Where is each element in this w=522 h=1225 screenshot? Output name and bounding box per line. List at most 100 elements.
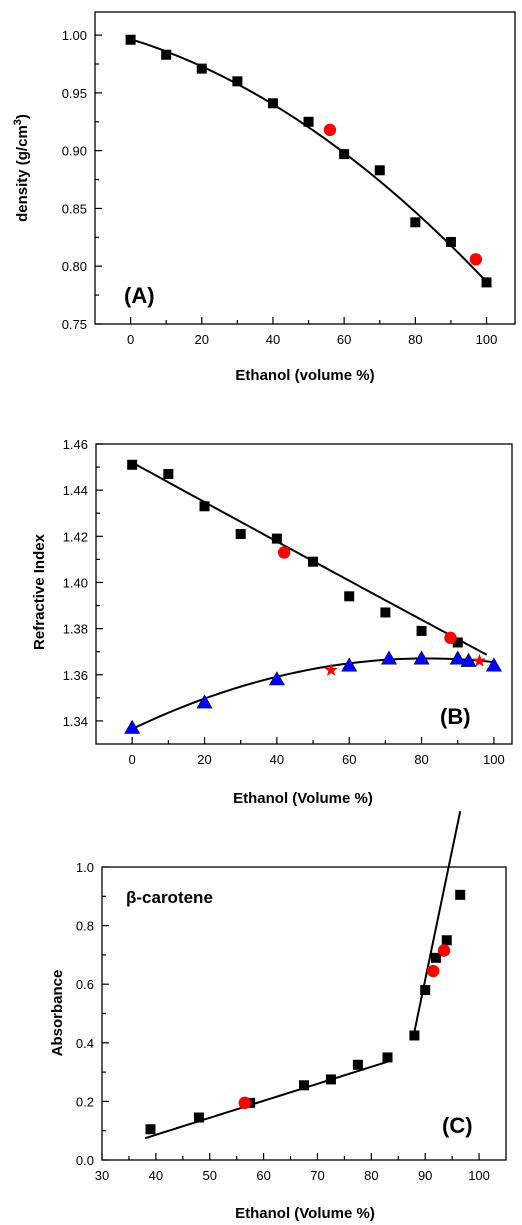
data-point-triangle-b [413,650,430,665]
x-tick-label-b: 100 [483,752,505,767]
series-layer-c [144,811,466,1140]
data-point-square-c [193,1112,204,1123]
panel-label-a: (A) [124,283,155,308]
annotation-beta-carotene: β-carotene [126,888,213,907]
y-axis-label-a-close: ) [14,114,31,119]
data-point-square-b [416,625,427,636]
x-tick-label-c: 80 [364,1168,378,1183]
x-tick-label-c: 60 [256,1168,270,1183]
y-axis-label-a-sup: 3 [12,119,24,125]
data-point-square-a [232,76,243,87]
x-tick-label-c: 90 [418,1168,432,1183]
y-tick-label-a: 0.85 [62,201,87,216]
data-point-triangle-b [341,657,358,672]
y-tick-label-c: 0.8 [76,919,94,934]
y-tick-label-c: 1.0 [76,860,94,875]
data-point-triangle-b [485,657,502,672]
y-tick-label-a: 0.95 [62,86,87,101]
data-point-square-c [352,1059,363,1070]
x-tick-label-a: 40 [266,332,280,347]
tick-layer-b: 0 20 40 60 80 100 1.34 1.36 1.38 1.40 1.42 1.44 1.46 [63,437,505,767]
data-point-square-a [125,34,136,45]
data-point-square-c [430,952,441,963]
y-tick-label-a: 1.00 [62,28,87,43]
x-tick-label-b: 80 [414,752,428,767]
x-tick-label-b: 20 [197,752,211,767]
data-point-circle-c [427,964,440,978]
x-axis-label-c: Ethanol (Volume %) [235,1205,375,1222]
data-point-square-a [481,277,492,288]
y-tick-label-c: 0.0 [76,1153,94,1168]
data-point-circle-c [437,944,451,957]
data-point-triangle-b [380,650,398,665]
y-tick-label-b: 1.36 [63,668,88,683]
y-tick-label-b: 1.34 [63,714,88,729]
x-tick-label-b: 0 [129,752,136,767]
data-point-triangle-b [460,652,477,667]
chart-panel-c: 30 40 50 60 70 80 90 100 0.0 0.2 0.4 0.6 0.8 1.0 β-ca… [49,811,507,1222]
y-tick-label-a: 0.90 [62,144,87,159]
data-point-square-b [452,637,463,648]
y-tick-label-b: 1.38 [63,622,88,637]
data-point-triangle-b [124,719,141,734]
data-point-square-b [344,591,355,602]
data-point-triangle-b [268,671,285,686]
data-point-square-b [199,501,210,512]
y-axis-label-c: Absorbance [49,970,66,1057]
data-point-square-c [145,1124,156,1135]
y-tick-label-c: 0.2 [76,1094,94,1109]
y-tick-label-b: 1.40 [63,575,88,590]
data-point-square-c [420,985,431,996]
chart-panel-b: 0 20 40 60 80 100 1.34 1.36 1.38 1.40 1.42 1.44 1.46… [31,437,513,807]
y-tick-label-b: 1.44 [63,483,88,498]
x-tick-label-c: 50 [202,1168,216,1183]
data-point-square-c [382,1052,393,1063]
data-point-square-c [409,1030,420,1041]
plot-frame-a [94,11,516,325]
data-point-square-a [374,165,385,176]
data-point-square-c [325,1074,336,1085]
data-point-square-b [271,533,282,544]
data-point-circle-c [238,1096,251,1110]
x-axis-label-b: Ethanol (Volume %) [233,790,373,807]
x-axis-label-a: Ethanol (volume %) [235,367,374,384]
y-axis-label-a: density (g/cm3) [12,114,31,222]
x-tick-label-c: 100 [468,1168,490,1183]
x-tick-label-b: 40 [270,752,284,767]
y-axis-label-b: Refractive Index [31,533,48,650]
fit-curve-c-1 [144,1060,388,1140]
y-tick-label-c: 0.4 [76,1036,94,1051]
data-point-triangle-b [196,694,213,709]
x-tick-label-c: 40 [149,1168,163,1183]
data-point-star-b [472,653,487,667]
x-tick-label-a: 60 [337,332,351,347]
y-tick-label-b: 1.46 [63,437,88,452]
fit-curve-a-1 [130,38,488,283]
data-point-circle-b [444,631,457,645]
y-tick-label-a: 0.80 [62,259,87,274]
data-point-square-c [299,1080,309,1091]
plot-frame-b [95,443,513,745]
data-point-square-a [303,116,314,127]
data-point-square-b [163,469,174,479]
data-point-square-c [441,935,452,946]
data-point-square-b [308,556,319,567]
data-point-square-a [339,149,350,160]
data-point-square-a [196,63,207,74]
y-tick-label-a: 0.75 [62,317,87,332]
data-point-square-b [235,529,246,539]
fit-curve-c-2 [413,811,462,1032]
data-point-square-a [445,236,456,247]
tick-layer-c: 30 40 50 60 70 80 90 100 0.0 0.2 0.4 0.6 0.8 1.0 [76,860,490,1183]
x-tick-label-b: 60 [342,752,356,767]
fit-curve-b-2 [131,657,495,730]
data-point-square-a [267,98,278,109]
panel-label-b: (B) [440,704,471,729]
data-point-circle-b [277,546,291,559]
data-point-square-a [410,217,421,228]
data-point-square-b [380,607,391,618]
x-tick-label-a: 100 [476,332,498,347]
data-point-circle-a [469,253,483,266]
data-point-square-a [161,49,172,60]
